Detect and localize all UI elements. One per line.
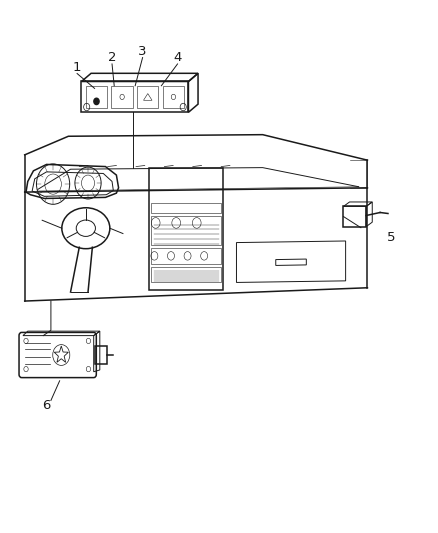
Text: 3: 3 [138,45,147,58]
Text: 6: 6 [42,399,51,413]
Text: 2: 2 [108,51,116,64]
Text: 5: 5 [387,231,396,244]
Circle shape [94,98,99,104]
Text: 4: 4 [173,51,182,64]
Text: 1: 1 [73,61,81,74]
